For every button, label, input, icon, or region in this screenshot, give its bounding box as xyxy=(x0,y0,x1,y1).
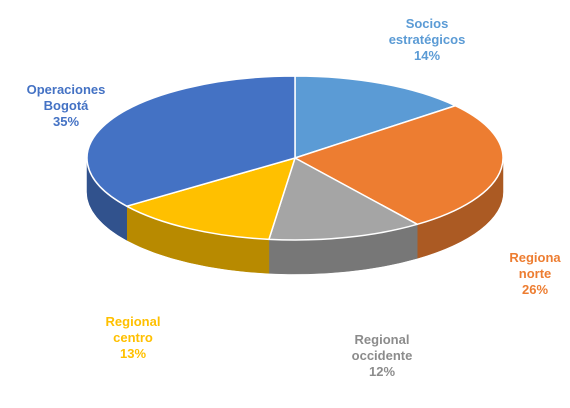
slice-label-regional-norte: Regiona norte 26% xyxy=(502,250,568,298)
slice-label-line: Operaciones xyxy=(26,82,106,97)
slice-label-operaciones-bogota: Operaciones Bogotá 35% xyxy=(6,82,126,130)
slice-label-socios-estrategicos: Socios estratégicos 14% xyxy=(372,16,482,64)
pie-slice-2 xyxy=(268,157,419,241)
slice-label-line: Socios xyxy=(405,16,449,31)
pie-slice-1 xyxy=(294,104,504,226)
slice-percent: 12% xyxy=(368,364,396,379)
slice-label-line: Regional xyxy=(354,332,410,347)
slice-label-line: Regiona xyxy=(509,250,561,265)
slice-label-line: norte xyxy=(518,266,552,281)
slice-percent: 35% xyxy=(52,114,80,129)
slice-label-regional-occidente: Regional occidente 12% xyxy=(332,332,432,380)
slice-percent: 14% xyxy=(413,48,441,63)
pie-slice-3 xyxy=(125,157,296,241)
pie-slice-0 xyxy=(294,75,457,159)
slice-label-line: Regional xyxy=(105,314,161,329)
slice-label-line: centro xyxy=(113,330,153,345)
pie-slice-4 xyxy=(86,75,296,207)
pie-top-group xyxy=(86,75,504,241)
slice-label-line: Bogotá xyxy=(43,98,89,113)
slice-label-line: estratégicos xyxy=(388,32,466,47)
slice-percent: 26% xyxy=(521,282,549,297)
slice-label-line: occidente xyxy=(351,348,413,363)
slice-label-regional-centro: Regional centro 13% xyxy=(88,314,178,362)
slice-percent: 13% xyxy=(119,346,147,361)
